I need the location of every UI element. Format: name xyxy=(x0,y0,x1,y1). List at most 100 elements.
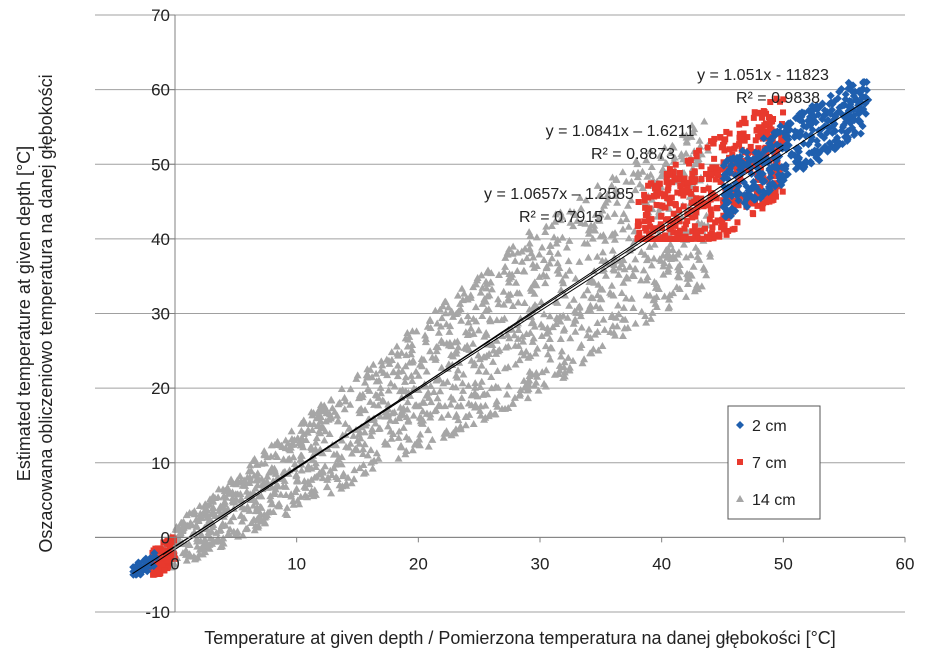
data-point xyxy=(629,238,638,246)
y-tick-label: 70 xyxy=(151,6,170,25)
data-point xyxy=(699,263,708,271)
data-point xyxy=(683,274,692,282)
data-point xyxy=(561,271,570,279)
data-point xyxy=(584,325,593,333)
data-point xyxy=(357,423,366,431)
data-point xyxy=(334,400,343,408)
data-point xyxy=(150,571,157,578)
data-point xyxy=(723,128,730,135)
data-point xyxy=(631,265,640,273)
data-point xyxy=(641,191,648,198)
data-point xyxy=(504,382,513,390)
data-point xyxy=(476,288,485,296)
data-point xyxy=(601,236,610,244)
data-point xyxy=(650,240,659,248)
data-point xyxy=(823,117,832,126)
data-point xyxy=(552,319,561,327)
data-point xyxy=(557,347,566,355)
data-point xyxy=(707,206,714,213)
data-point xyxy=(540,310,549,318)
data-point xyxy=(456,299,465,307)
data-point xyxy=(577,323,586,331)
data-point xyxy=(271,450,280,458)
data-point xyxy=(450,338,459,346)
data-point xyxy=(614,270,623,278)
data-point xyxy=(699,235,706,242)
trendline-equations: y = 1.051x - 11823 R² = 0.9838 y = 1.0841x… xyxy=(484,67,829,226)
data-point xyxy=(453,291,462,299)
data-point xyxy=(634,218,641,225)
data-point xyxy=(804,140,813,149)
data-point xyxy=(384,422,393,430)
data-point xyxy=(631,186,640,194)
data-point xyxy=(514,298,523,306)
data-point xyxy=(692,213,699,220)
data-point xyxy=(687,157,694,164)
data-point xyxy=(518,257,527,265)
data-point xyxy=(812,153,821,162)
data-point xyxy=(154,569,161,576)
data-point xyxy=(524,377,533,385)
data-point xyxy=(541,227,550,235)
data-point xyxy=(368,427,377,435)
data-point xyxy=(598,342,607,350)
data-point xyxy=(403,398,412,406)
data-point xyxy=(464,318,473,326)
data-point xyxy=(208,523,217,531)
data-point xyxy=(383,371,392,379)
data-point xyxy=(538,368,547,376)
data-point xyxy=(553,298,562,306)
data-point xyxy=(422,409,431,417)
y-tick-label: 0 xyxy=(161,528,170,547)
data-point xyxy=(400,377,409,385)
data-point xyxy=(665,295,674,303)
data-point xyxy=(623,274,632,282)
data-point xyxy=(657,221,664,228)
data-point xyxy=(607,181,616,189)
data-point xyxy=(651,283,660,291)
data-point xyxy=(469,361,478,369)
data-point xyxy=(460,289,469,297)
data-point xyxy=(480,295,489,303)
data-point xyxy=(693,195,700,202)
data-point xyxy=(583,239,592,247)
data-point xyxy=(760,108,767,115)
data-point xyxy=(663,178,670,185)
data-point xyxy=(688,207,695,214)
data-point xyxy=(784,141,793,150)
data-point xyxy=(477,377,486,385)
data-point xyxy=(694,203,701,210)
data-point xyxy=(650,294,659,302)
data-point xyxy=(592,302,601,310)
data-point xyxy=(332,473,341,481)
data-point xyxy=(260,450,269,458)
data-point xyxy=(742,120,749,127)
data-point xyxy=(510,331,519,339)
data-point xyxy=(449,312,458,320)
data-point xyxy=(560,372,569,380)
data-point xyxy=(676,170,683,177)
data-point xyxy=(749,200,756,207)
data-point xyxy=(312,434,321,442)
data-point xyxy=(296,451,305,459)
data-point xyxy=(664,267,673,275)
data-point xyxy=(398,385,407,393)
data-point xyxy=(377,366,386,374)
data-point xyxy=(433,394,442,402)
data-point xyxy=(616,217,625,225)
data-point xyxy=(472,280,481,288)
data-point xyxy=(378,361,387,369)
data-point xyxy=(599,265,608,273)
data-point xyxy=(292,484,301,492)
data-point xyxy=(600,325,609,333)
data-point xyxy=(490,410,499,418)
data-point xyxy=(644,210,651,217)
data-point xyxy=(453,366,462,374)
data-point xyxy=(585,278,594,286)
data-point xyxy=(619,209,628,217)
data-point xyxy=(543,350,552,358)
data-point xyxy=(668,141,677,149)
data-point xyxy=(749,177,758,186)
data-point xyxy=(433,343,442,351)
data-point xyxy=(387,348,396,356)
